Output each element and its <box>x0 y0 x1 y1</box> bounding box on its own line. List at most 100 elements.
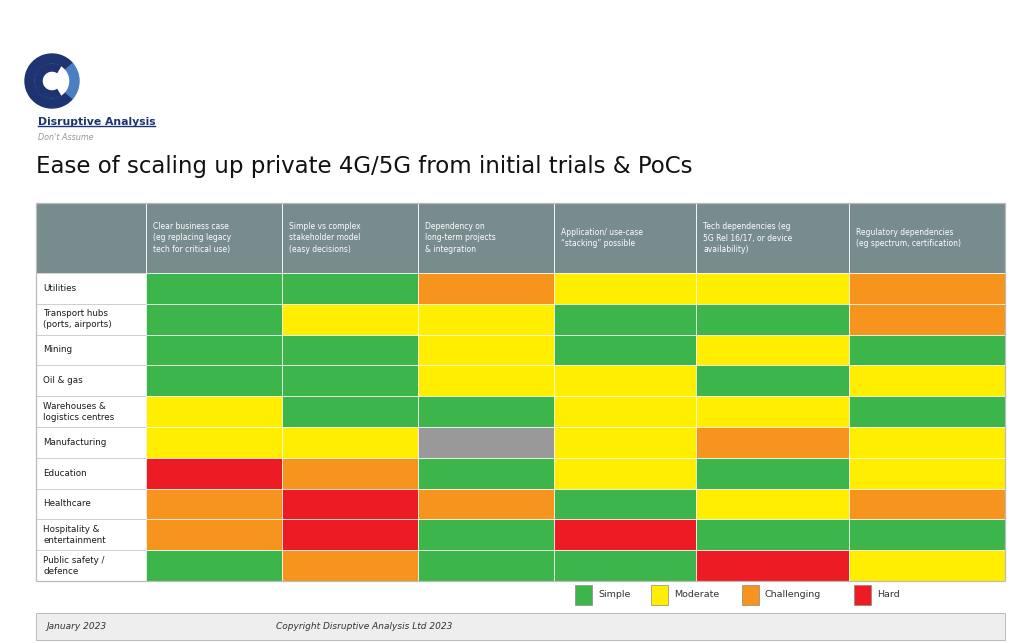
Bar <box>696 520 849 550</box>
Bar <box>696 396 849 427</box>
Text: Manufacturing: Manufacturing <box>43 438 106 447</box>
Bar <box>418 520 554 550</box>
Bar <box>36 303 146 334</box>
Bar <box>696 365 849 396</box>
Bar <box>696 458 849 489</box>
Text: Oil & gas: Oil & gas <box>43 376 83 385</box>
Bar <box>418 489 554 520</box>
Bar <box>849 550 1005 581</box>
Bar <box>849 303 1005 334</box>
Text: Healthcare: Healthcare <box>43 500 91 509</box>
Text: Hard: Hard <box>877 590 900 599</box>
Bar <box>696 303 849 334</box>
Bar <box>146 427 282 458</box>
Bar <box>554 303 696 334</box>
Bar <box>849 365 1005 396</box>
Bar <box>282 427 418 458</box>
Bar <box>849 396 1005 427</box>
Bar <box>36 613 1005 640</box>
Bar <box>418 273 554 303</box>
Bar <box>282 303 418 334</box>
Bar <box>146 489 282 520</box>
Bar <box>696 489 849 520</box>
Text: Education: Education <box>43 469 87 478</box>
Text: Utilities: Utilities <box>43 284 76 293</box>
Bar <box>146 396 282 427</box>
Bar <box>696 550 849 581</box>
Text: Warehouses &
logistics centres: Warehouses & logistics centres <box>43 401 115 422</box>
Bar <box>282 520 418 550</box>
Bar <box>282 550 418 581</box>
Bar <box>418 203 554 273</box>
Bar <box>36 273 146 303</box>
Text: Copyright Disruptive Analysis Ltd 2023: Copyright Disruptive Analysis Ltd 2023 <box>276 622 453 631</box>
Bar <box>849 334 1005 365</box>
Bar <box>554 489 696 520</box>
Bar <box>696 273 849 303</box>
Bar <box>696 427 849 458</box>
Bar <box>651 584 669 604</box>
Bar <box>36 520 146 550</box>
Text: Regulatory dependencies
(eg spectrum, certification): Regulatory dependencies (eg spectrum, ce… <box>856 228 961 248</box>
Bar <box>418 458 554 489</box>
Bar <box>854 584 871 604</box>
Bar <box>418 427 554 458</box>
Bar <box>554 520 696 550</box>
Bar <box>418 303 554 334</box>
Bar <box>696 334 849 365</box>
Bar <box>146 365 282 396</box>
Text: Don't Assume: Don't Assume <box>38 133 93 142</box>
Bar <box>554 365 696 396</box>
Bar <box>418 365 554 396</box>
Text: Mining: Mining <box>43 345 72 354</box>
Text: Disruptive Analysis: Disruptive Analysis <box>38 117 156 127</box>
Bar <box>282 489 418 520</box>
Bar <box>554 334 696 365</box>
Text: January 2023: January 2023 <box>46 622 106 631</box>
Bar <box>146 458 282 489</box>
Bar <box>36 427 146 458</box>
Bar <box>418 550 554 581</box>
Circle shape <box>45 74 59 88</box>
Bar <box>418 334 554 365</box>
Bar <box>36 365 146 396</box>
Bar <box>849 458 1005 489</box>
Bar <box>554 273 696 303</box>
Wedge shape <box>25 54 73 108</box>
Text: Ease of scaling up private 4G/5G from initial trials & PoCs: Ease of scaling up private 4G/5G from in… <box>36 155 692 178</box>
Bar <box>36 489 146 520</box>
Text: Dependency on
long-term projects
& integration: Dependency on long-term projects & integ… <box>425 222 496 254</box>
Bar <box>282 458 418 489</box>
Bar <box>554 458 696 489</box>
Bar <box>849 520 1005 550</box>
Bar <box>575 584 592 604</box>
Bar <box>849 203 1005 273</box>
Bar <box>36 396 146 427</box>
Bar <box>849 427 1005 458</box>
Bar <box>282 334 418 365</box>
Bar <box>282 365 418 396</box>
Text: Application/ use-case
“stacking” possible: Application/ use-case “stacking” possibl… <box>561 228 643 248</box>
Bar <box>146 520 282 550</box>
Bar <box>36 550 146 581</box>
Bar <box>282 203 418 273</box>
Bar <box>36 203 146 273</box>
Text: Hospitality &
entertainment: Hospitality & entertainment <box>43 525 105 545</box>
Bar <box>282 273 418 303</box>
Bar <box>146 550 282 581</box>
Bar <box>146 273 282 303</box>
Bar <box>146 303 282 334</box>
Bar <box>554 396 696 427</box>
Bar <box>282 396 418 427</box>
Bar <box>554 203 696 273</box>
Wedge shape <box>35 64 60 98</box>
Text: Clear business case
(eg replacing legacy
tech for critical use): Clear business case (eg replacing legacy… <box>153 222 231 254</box>
Text: Tech dependencies (eg
5G Rel 16/17, or device
availability): Tech dependencies (eg 5G Rel 16/17, or d… <box>703 222 793 254</box>
Bar <box>554 550 696 581</box>
Wedge shape <box>66 64 79 98</box>
Text: Simple vs complex
stakeholder model
(easy decisions): Simple vs complex stakeholder model (eas… <box>289 222 360 254</box>
Bar <box>741 584 759 604</box>
Bar <box>849 489 1005 520</box>
Text: Transport hubs
(ports, airports): Transport hubs (ports, airports) <box>43 309 112 329</box>
Bar <box>146 334 282 365</box>
